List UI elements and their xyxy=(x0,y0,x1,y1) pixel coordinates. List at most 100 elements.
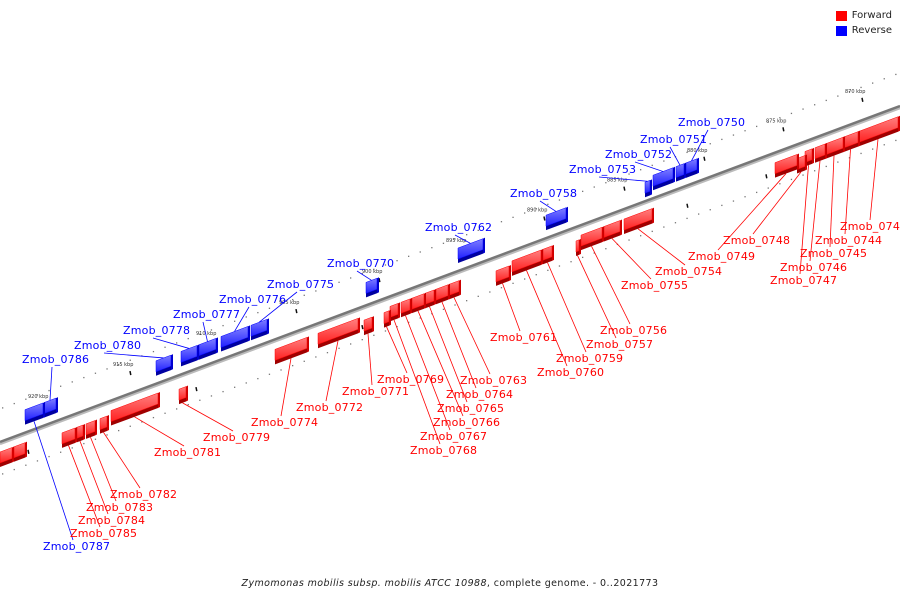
gene-label-zmob-0775: Zmob_0775 xyxy=(267,278,334,291)
lower-guide-dot xyxy=(872,148,874,150)
upper-guide-dot xyxy=(280,303,282,305)
upper-guide-dot xyxy=(825,99,827,102)
tick-label-920: 920 kbp xyxy=(28,394,48,400)
gene-block-zmob-0769 xyxy=(383,309,391,328)
legend-reverse-label: Reverse xyxy=(851,25,892,36)
lower-guide-dot xyxy=(106,434,108,436)
gene-label-zmob-0745: Zmob_0745 xyxy=(800,247,867,260)
lower-guide-dot xyxy=(477,295,479,297)
gene-label-zmob-0746: Zmob_0746 xyxy=(780,261,847,274)
leader-zmob-0753 xyxy=(598,176,648,182)
upper-guide-dot xyxy=(268,307,271,309)
upper-guide-dot xyxy=(663,160,665,162)
lower-guide-dot xyxy=(245,382,247,384)
gene-label-zmob-0785: Zmob_0785 xyxy=(70,527,137,540)
legend-reverse: Reverse xyxy=(835,23,892,38)
upper-guide-dot xyxy=(500,221,503,223)
leader-zmob-0747 xyxy=(799,165,809,275)
lower-guide-dot xyxy=(164,412,166,414)
lower-guide-dot xyxy=(141,421,143,423)
lower-guide-dot xyxy=(779,183,781,185)
leader-zmob-0757 xyxy=(577,255,617,339)
lower-guide-dot xyxy=(199,399,201,401)
leader-zmob-0744 xyxy=(844,149,851,235)
lower-guide-dot xyxy=(790,178,793,181)
upper-guide-dot xyxy=(210,329,213,331)
leader-zmob-0760 xyxy=(526,270,568,367)
leader-zmob-0746 xyxy=(809,160,821,262)
lower-guide-dot xyxy=(36,460,39,462)
tick-mark-upper xyxy=(129,370,132,376)
lower-guide-dot xyxy=(848,157,851,159)
gene-blocks xyxy=(0,115,900,467)
tick-mark-upper xyxy=(861,97,864,102)
upper-guide-dot xyxy=(187,337,189,340)
lower-guide-dot xyxy=(361,339,363,341)
upper-guide-dot xyxy=(756,125,758,128)
gene-block-zmob-0777 xyxy=(198,337,218,360)
upper-guide-dot xyxy=(13,402,15,405)
leader-zmob-0766 xyxy=(417,310,464,417)
lower-guide-dot xyxy=(524,278,526,280)
gene-block-zmob-0772 xyxy=(317,317,360,349)
forward-swatch xyxy=(835,10,847,21)
gene-block-zmob-0776 xyxy=(220,325,250,352)
tick-label-875: 875 kbp xyxy=(766,118,786,124)
gene-block-zmob-0745 xyxy=(824,136,845,159)
tick-mark-lower xyxy=(361,324,364,330)
leader-zmob-0751 xyxy=(669,146,681,166)
gene-block-zmob-0749 xyxy=(774,153,799,178)
gene-block-zmob-0785 xyxy=(61,427,77,448)
lower-guide-dot xyxy=(895,139,897,142)
gene-block-zmob-0762 xyxy=(457,237,485,264)
leader-zmob-0756 xyxy=(591,245,631,325)
leader-zmob-0769 xyxy=(386,326,408,374)
upper-guide-dot xyxy=(767,121,769,123)
gene-block-zmob-0746 xyxy=(814,143,827,163)
upper-guide-dot xyxy=(489,225,491,227)
lower-guide-dot xyxy=(257,377,259,380)
gene-block-zmob-0756 xyxy=(580,226,604,251)
tick-dots xyxy=(2,73,897,475)
upper-guide-dot xyxy=(442,242,445,244)
strand-legend: Forward Reverse xyxy=(835,8,892,38)
leader-zmob-0768 xyxy=(393,319,441,445)
lower-guide-dot xyxy=(837,161,839,163)
gene-label-zmob-0770: Zmob_0770 xyxy=(327,257,394,270)
upper-guide-dot xyxy=(860,86,862,89)
lower-guide-dot xyxy=(593,252,595,254)
upper-guide-dot xyxy=(326,285,329,288)
upper-guide-dot xyxy=(408,255,410,257)
upper-guide-dot xyxy=(199,333,201,335)
figure-caption: Zymomonas mobilis subsp. mobilis ATCC 10… xyxy=(0,578,900,589)
gene-label-zmob-0776: Zmob_0776 xyxy=(219,293,286,306)
lower-guide-dot xyxy=(709,209,711,211)
upper-guide-dot xyxy=(628,173,630,175)
upper-guide-dot xyxy=(558,199,561,201)
gene-label-zmob-0752: Zmob_0752 xyxy=(605,148,672,161)
lower-guide-dot xyxy=(663,226,665,228)
lower-guide-dot xyxy=(71,447,73,449)
leader-zmob-0777 xyxy=(202,321,208,342)
upper-guide-dot xyxy=(872,82,874,84)
lower-guide-dot xyxy=(547,269,549,272)
leader-zmob-0784 xyxy=(79,440,109,515)
gene-labels: Zmob_0743Zmob_0744Zmob_0745Zmob_0746Zmob… xyxy=(22,116,900,553)
gene-label-zmob-0751: Zmob_0751 xyxy=(640,133,707,146)
lower-guide-dot xyxy=(60,451,62,453)
upper-guide-dot xyxy=(48,389,50,392)
lower-guide-dot xyxy=(222,390,224,393)
upper-guide-dot xyxy=(814,104,816,106)
lower-guide-dot xyxy=(303,360,305,362)
gene-label-zmob-0749: Zmob_0749 xyxy=(688,250,755,263)
leader-zmob-0774 xyxy=(280,358,292,417)
leader-zmob-0754 xyxy=(637,228,686,266)
gene-block-zmob-0759 xyxy=(542,244,554,265)
tick-label-900: 900 kbp xyxy=(362,269,382,275)
lower-guide-dot xyxy=(187,403,189,406)
leader-zmob-0786 xyxy=(49,366,53,401)
gene-label-zmob-0761: Zmob_0761 xyxy=(490,331,557,344)
lower-guide-dot xyxy=(802,174,804,176)
lower-guide-dot xyxy=(582,256,584,259)
